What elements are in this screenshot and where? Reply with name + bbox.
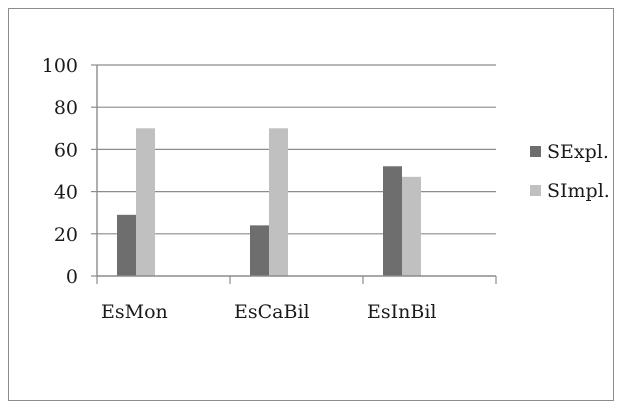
x-tick-label: EsInBil — [367, 301, 436, 323]
bar — [136, 128, 155, 276]
bars — [117, 128, 421, 276]
bar — [402, 176, 421, 276]
bar — [383, 166, 402, 276]
bar — [250, 225, 269, 276]
axes — [91, 64, 497, 284]
y-tick-labels: 0 20 40 60 80 100 — [42, 55, 78, 288]
legend-swatch — [530, 146, 541, 157]
x-tick-label: EsMon — [101, 301, 168, 323]
legend-label: SExpl. — [547, 141, 609, 163]
chart-frame — [8, 8, 614, 401]
bar — [117, 214, 136, 276]
bar — [269, 128, 288, 276]
gridlines — [97, 64, 496, 235]
y-tick-label: 40 — [54, 182, 78, 204]
legend-label: SImpl. — [547, 180, 610, 202]
legend-swatch — [530, 185, 541, 196]
y-tick-label: 60 — [54, 139, 78, 161]
y-tick-label: 0 — [66, 266, 78, 288]
x-tick-label: EsCaBil — [234, 301, 310, 323]
y-tick-label: 100 — [42, 55, 78, 77]
y-tick-label: 80 — [54, 97, 78, 119]
legend: SExpl. SImpl. — [530, 141, 610, 202]
x-tick-labels: EsMon EsCaBil EsInBil — [101, 301, 436, 323]
y-tick-label: 20 — [54, 224, 78, 246]
